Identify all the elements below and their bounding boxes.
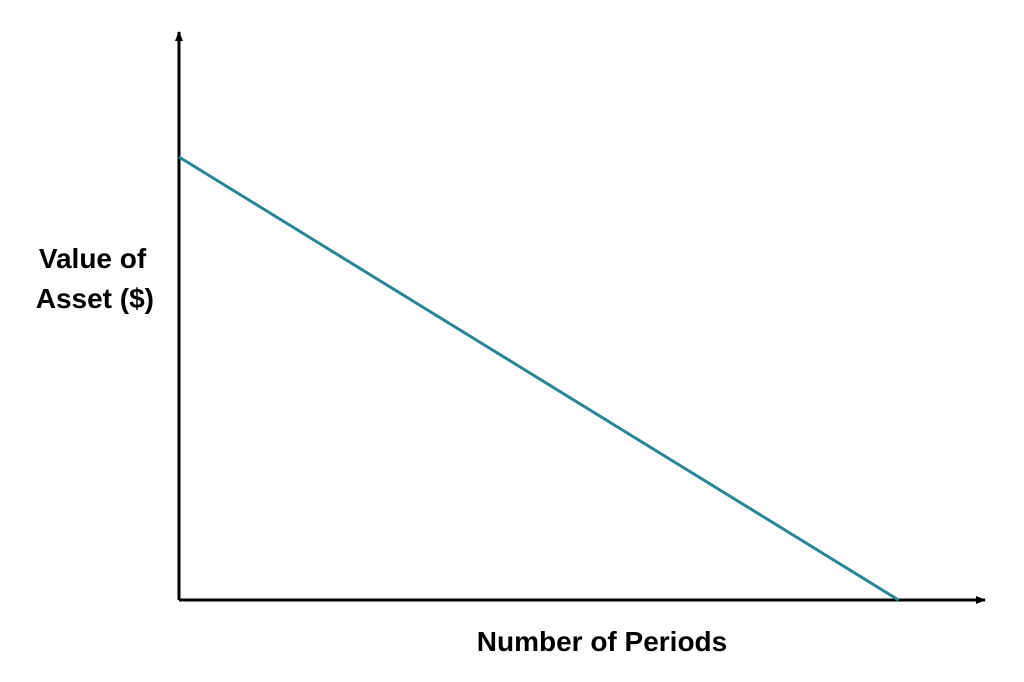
series-layer	[178, 155, 900, 602]
y-axis-title-line-1: Value of	[39, 243, 147, 274]
y-axis-title-line-2: Asset ($)	[36, 283, 154, 314]
depreciation-line	[178, 155, 900, 602]
y-axis-title: Value of Asset ($)	[36, 243, 154, 314]
x-axis-title: Number of Periods	[477, 626, 727, 657]
